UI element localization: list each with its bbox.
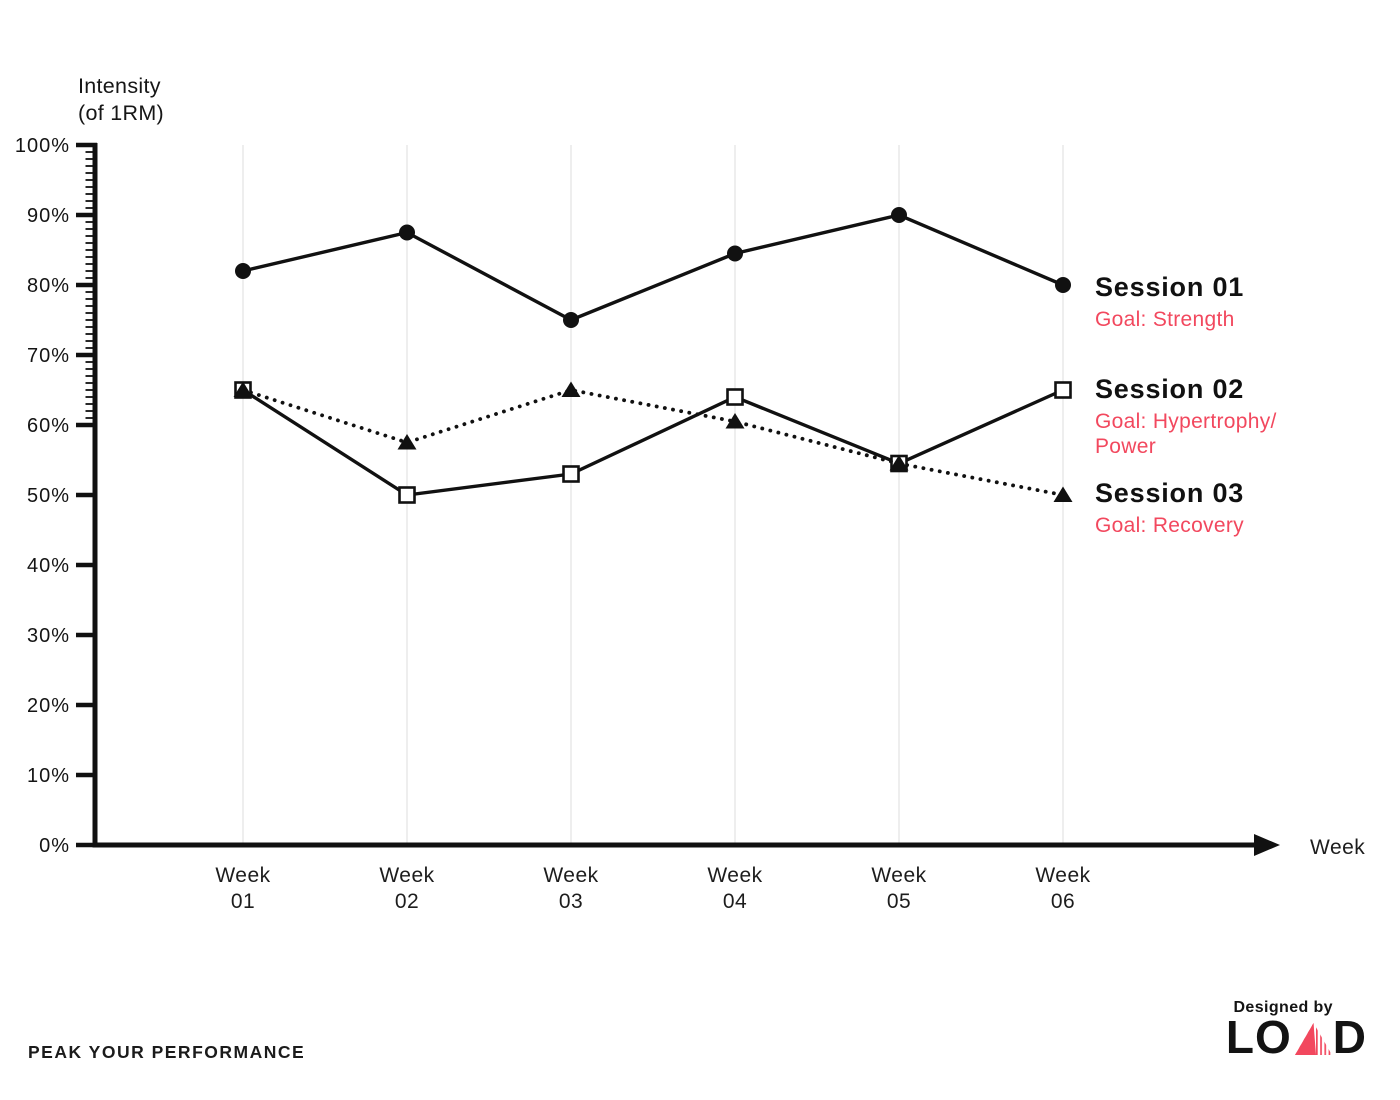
y-tick-label: 30% <box>27 625 70 647</box>
chart-plot-area: 0% 10% 20% 30% 40% 50% 60% 70% 80% 90% 100% Week 01 W… <box>15 135 1280 913</box>
x-tick-label: Week <box>871 864 926 887</box>
y-axis-title-line2: (of 1RM) <box>78 100 165 125</box>
x-tick-label: Week <box>379 864 434 887</box>
credit-label: Designed by <box>1233 999 1333 1016</box>
y-tick-label: 10% <box>27 765 70 787</box>
data-point-circle-session-01 <box>399 224 415 241</box>
y-tick-label: 80% <box>27 275 70 297</box>
data-point-square-session-02 <box>562 465 580 483</box>
data-point-triangle-session-03 <box>397 434 417 450</box>
x-tick-label: Week <box>707 864 762 887</box>
data-point-square-session-02 <box>726 388 744 406</box>
y-tick-label: 60% <box>27 415 70 437</box>
x-tick-label: 05 <box>887 890 911 913</box>
y-axis-title-line1: Intensity <box>78 74 161 98</box>
load-logo: LO D <box>1225 1011 1367 1063</box>
y-tick-label: 0% <box>39 835 70 857</box>
data-point-circle-session-01 <box>891 207 907 223</box>
logo-text-lo: LO <box>1225 1011 1292 1063</box>
data-point-square-session-02 <box>398 486 416 504</box>
data-point-circle-session-01 <box>1055 277 1071 293</box>
y-tick-label: 40% <box>27 555 70 577</box>
data-point-triangle-session-03 <box>889 455 909 471</box>
footer-tagline: PEAK YOUR PERFORMANCE <box>28 1042 306 1062</box>
x-tick-label: Week <box>1035 864 1090 887</box>
brand-credit: Designed by LO D <box>1225 999 1367 1063</box>
x-tick-label: 04 <box>723 890 747 913</box>
y-tick-label: 70% <box>27 345 70 367</box>
x-tick-label: 02 <box>395 890 419 913</box>
data-point-triangle-session-03 <box>1053 486 1073 502</box>
x-axis-arrowhead-icon <box>1254 834 1280 856</box>
data-point-circle-session-01 <box>235 263 251 279</box>
y-tick-label: 20% <box>27 695 70 717</box>
x-tick-label: 06 <box>1051 890 1075 913</box>
series-line-session-03 <box>241 388 1065 497</box>
data-point-triangle-session-03 <box>725 413 745 429</box>
data-point-triangle-session-03 <box>233 381 253 397</box>
x-tick-label: Week <box>543 864 598 887</box>
y-tick-label: 50% <box>27 485 70 507</box>
x-axis-title: Week <box>1310 836 1366 859</box>
y-axis-title: Intensity (of 1RM) <box>78 73 164 126</box>
data-point-circle-session-01 <box>563 312 579 328</box>
logo-triangle-icon <box>1294 1022 1332 1055</box>
data-point-triangle-session-03 <box>561 381 581 397</box>
x-tick-label: Week <box>215 864 270 887</box>
y-tick-label: 100% <box>15 135 70 157</box>
x-tick-label: 01 <box>231 890 255 913</box>
x-tick-label: 03 <box>559 890 583 913</box>
series-line-session-01 <box>242 213 1064 322</box>
data-point-square-session-02 <box>1054 381 1072 399</box>
data-point-circle-session-01 <box>727 245 743 262</box>
y-tick-label: 90% <box>27 205 70 227</box>
series-line-session-02 <box>242 388 1064 497</box>
logo-text-d: D <box>1332 1011 1367 1063</box>
